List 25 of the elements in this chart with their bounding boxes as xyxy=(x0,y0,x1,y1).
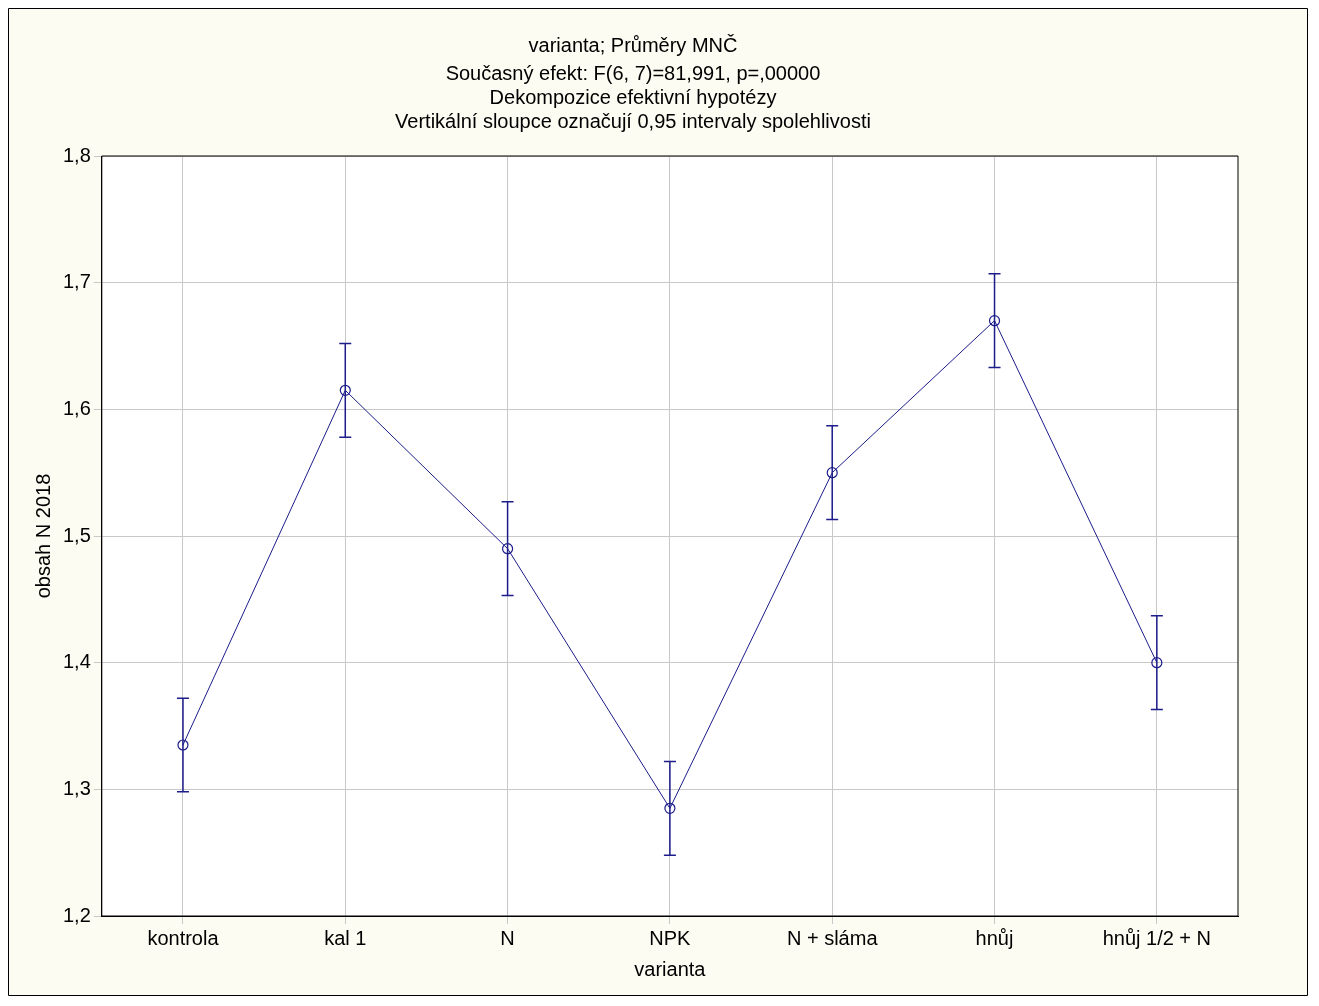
point xyxy=(339,384,351,396)
chart-title: varianta; Průměry MNČ xyxy=(528,33,738,56)
x-tick-label: hnůj xyxy=(975,926,1014,949)
y-tick-label: 1,6 xyxy=(62,396,91,419)
point xyxy=(177,739,189,751)
chart-subtitle: Současný efekt: F(6, 7)=81,991, p=,00000 Dekompozice efektivní hypotézy Vertikální sloupce označují 0,95 intervaly spolehlivosti xyxy=(395,61,871,132)
y-tick-label: 1,2 xyxy=(62,903,91,926)
x-tick-label: N xyxy=(500,926,515,949)
y-tick-label: 1,5 xyxy=(62,523,91,546)
y-axis-title: obsah N 2018 xyxy=(31,473,54,599)
point xyxy=(826,467,838,479)
point xyxy=(1151,657,1163,669)
y-tick-label: 1,8 xyxy=(62,143,91,166)
x-tick-label: hnůj 1/2 + N xyxy=(1102,926,1212,949)
point xyxy=(501,543,514,555)
x-tick-label: kal 1 xyxy=(324,926,367,949)
point xyxy=(988,315,1001,327)
y-tick-label: 1,4 xyxy=(62,650,91,673)
point xyxy=(664,802,676,814)
x-tick-label: kontrola xyxy=(147,926,220,949)
x-axis-title: varianta xyxy=(634,957,707,980)
y-tick-label: 1,3 xyxy=(62,776,91,799)
y-tick-label: 1,7 xyxy=(62,270,91,293)
x-tick-label: N + sláma xyxy=(786,926,879,949)
x-tick-label: NPK xyxy=(649,926,692,949)
